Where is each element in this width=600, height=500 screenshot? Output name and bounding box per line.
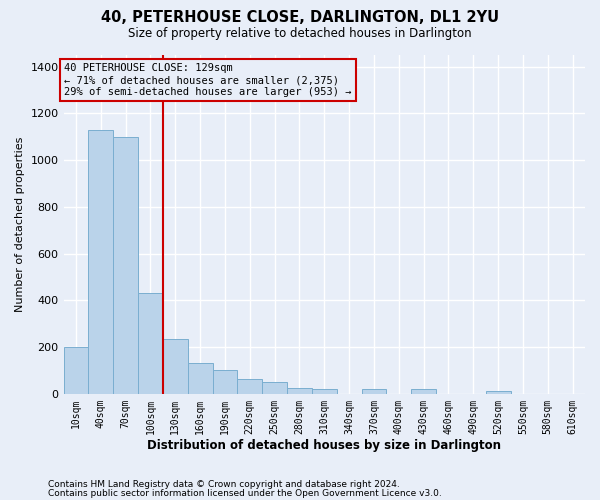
Bar bbox=[362, 389, 386, 394]
Y-axis label: Number of detached properties: Number of detached properties bbox=[15, 136, 25, 312]
Text: Size of property relative to detached houses in Darlington: Size of property relative to detached ho… bbox=[128, 28, 472, 40]
Bar bbox=[64, 347, 88, 394]
Text: 40, PETERHOUSE CLOSE, DARLINGTON, DL1 2YU: 40, PETERHOUSE CLOSE, DARLINGTON, DL1 2Y… bbox=[101, 10, 499, 25]
Bar bbox=[287, 388, 312, 394]
Text: Contains public sector information licensed under the Open Government Licence v3: Contains public sector information licen… bbox=[48, 490, 442, 498]
Text: Contains HM Land Registry data © Crown copyright and database right 2024.: Contains HM Land Registry data © Crown c… bbox=[48, 480, 400, 489]
Bar bbox=[88, 130, 113, 394]
Bar bbox=[212, 370, 238, 394]
Bar bbox=[262, 382, 287, 394]
Bar bbox=[113, 137, 138, 394]
Bar bbox=[188, 364, 212, 394]
Bar bbox=[411, 389, 436, 394]
Bar bbox=[163, 339, 188, 394]
Text: 40 PETERHOUSE CLOSE: 129sqm
← 71% of detached houses are smaller (2,375)
29% of : 40 PETERHOUSE CLOSE: 129sqm ← 71% of det… bbox=[64, 64, 352, 96]
Bar bbox=[485, 392, 511, 394]
Bar bbox=[238, 378, 262, 394]
X-axis label: Distribution of detached houses by size in Darlington: Distribution of detached houses by size … bbox=[147, 440, 501, 452]
Bar bbox=[312, 389, 337, 394]
Bar bbox=[138, 294, 163, 394]
